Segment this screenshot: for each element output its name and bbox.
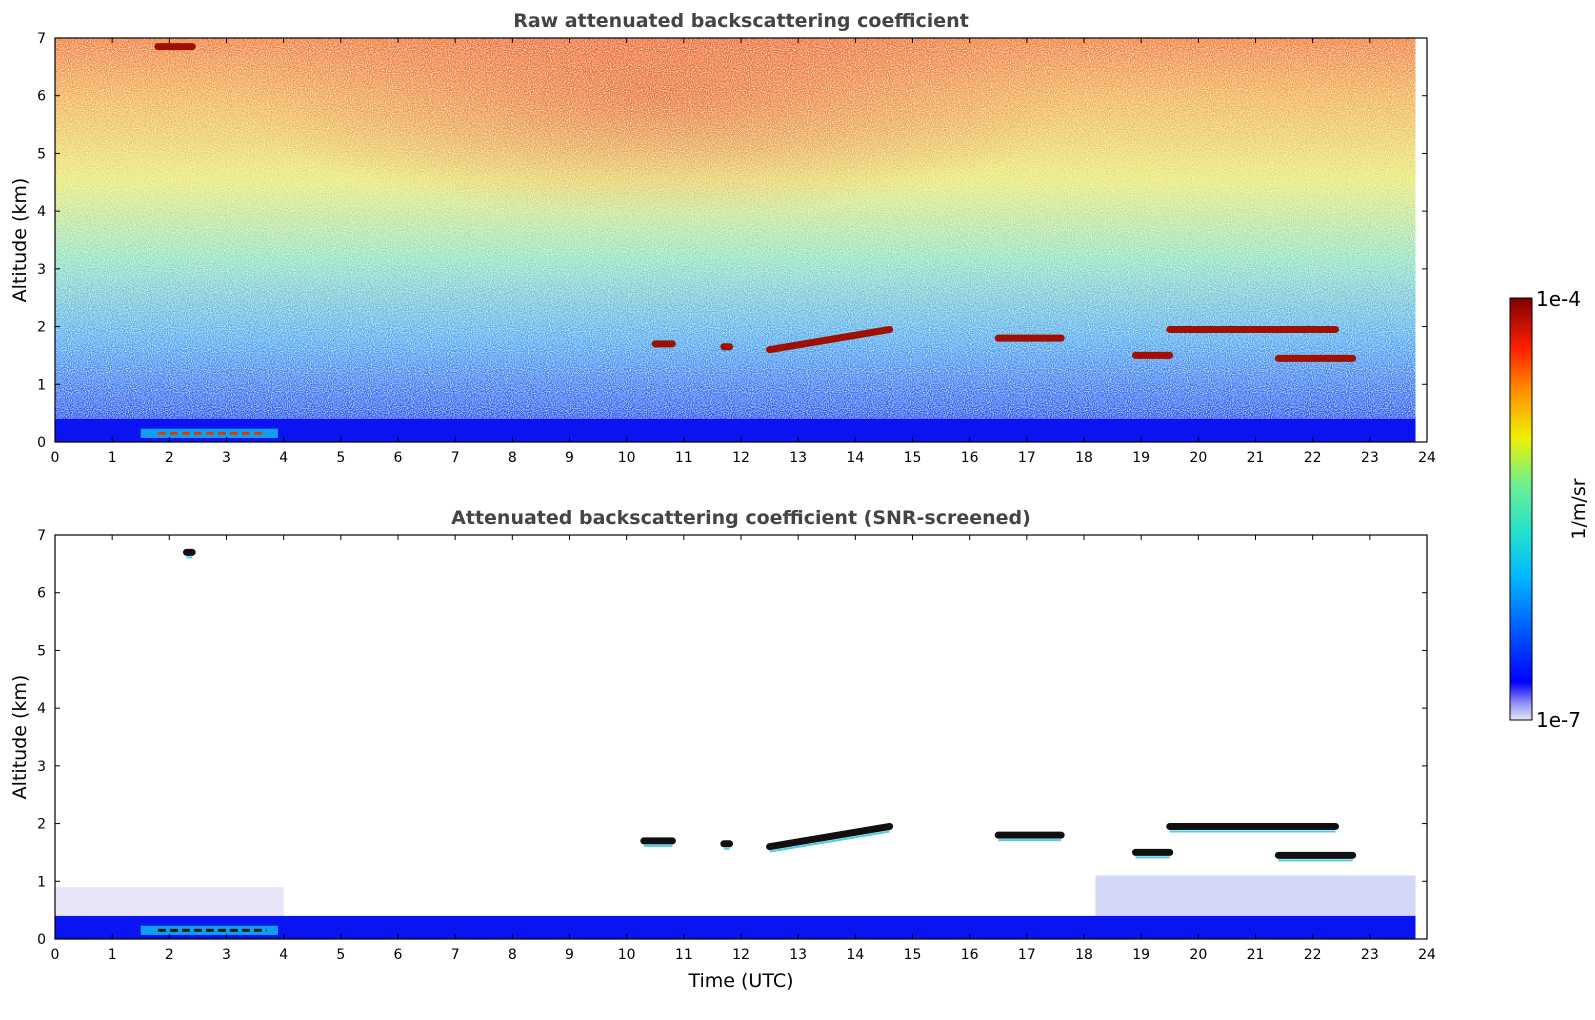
cloud-layer	[766, 822, 894, 851]
y-tick-label: 7	[37, 31, 46, 47]
y-tick-label: 6	[37, 89, 46, 105]
x-tick-label: 3	[222, 450, 231, 466]
haze-layer	[1095, 875, 1416, 916]
x-tick-label: 18	[1075, 947, 1093, 963]
colorbar-max-label: 1e-4	[1536, 287, 1581, 311]
surface-layer	[55, 915, 1416, 939]
x-tick-label: 16	[961, 450, 979, 466]
y-tick-label: 0	[37, 435, 46, 451]
panel-snr-screened: 0 1 2 3 4 5 6 7 8 9 10 11 12 13 14 15 16 17 18 19 20 21 22 23 24…	[9, 507, 1436, 992]
x-tick-label: 14	[846, 947, 864, 963]
plot-area	[55, 38, 1416, 442]
x-tick-label: 19	[1132, 947, 1150, 963]
x-tick-label: 13	[789, 947, 807, 963]
x-tick-label: 20	[1189, 450, 1207, 466]
chart-title: Raw attenuated backscattering coefficien…	[513, 10, 969, 32]
y-tick-label: 4	[37, 701, 46, 717]
x-tick-label: 21	[1247, 450, 1265, 466]
x-tick-label: 7	[451, 947, 460, 963]
y-tick-label: 5	[37, 146, 46, 162]
x-tick-label: 10	[618, 947, 636, 963]
x-tick-label: 4	[279, 947, 288, 963]
x-tick-label: 24	[1418, 450, 1436, 466]
x-tick-label: 11	[675, 450, 693, 466]
x-tick-label: 10	[618, 450, 636, 466]
y-axis-label: Altitude (km)	[9, 178, 31, 303]
y-tick-label: 3	[37, 262, 46, 278]
y-tick-label: 1	[37, 377, 46, 393]
y-axis-label: Altitude (km)	[9, 675, 31, 800]
x-tick-label: 7	[451, 450, 460, 466]
x-tick-label: 17	[1018, 947, 1036, 963]
x-tick-label: 0	[51, 450, 60, 466]
y-tick-label: 0	[37, 932, 46, 948]
colorbar-min-label: 1e-7	[1536, 708, 1581, 732]
y-tick-label: 5	[37, 643, 46, 659]
x-tick-label: 9	[565, 947, 574, 963]
x-tick-label: 14	[846, 450, 864, 466]
colorbar-label: 1/m/sr	[1568, 478, 1590, 539]
colorbar: 1e-4 1e-7 1/m/sr	[1509, 287, 1590, 732]
chart-title: Attenuated backscattering coefficient (S…	[451, 507, 1031, 529]
x-tick-label: 1	[108, 947, 117, 963]
x-tick-label: 5	[336, 450, 345, 466]
y-axis: 0 1 2 3 4 5 6 7	[37, 31, 1427, 451]
x-tick-label: 18	[1075, 450, 1093, 466]
x-tick-label: 23	[1361, 450, 1379, 466]
haze-layer	[55, 887, 284, 916]
x-tick-label: 2	[165, 450, 174, 466]
y-tick-label: 2	[37, 320, 46, 336]
cloud-edge	[769, 830, 890, 853]
x-tick-label: 12	[732, 450, 750, 466]
x-tick-label: 16	[961, 947, 979, 963]
x-tick-label: 22	[1304, 450, 1322, 466]
y-tick-label: 7	[37, 528, 46, 544]
x-tick-label: 21	[1247, 947, 1265, 963]
y-tick-label: 3	[37, 759, 46, 775]
x-axis: 0 1 2 3 4 5 6 7 8 9 10 11 12 13 14 15 16 17 18 19 20 21 22 23 24	[51, 38, 1436, 466]
x-tick-label: 11	[675, 947, 693, 963]
x-tick-label: 13	[789, 450, 807, 466]
x-tick-label: 8	[508, 947, 517, 963]
x-tick-label: 6	[394, 450, 403, 466]
cloud-layer	[766, 325, 894, 354]
x-tick-label: 2	[165, 947, 174, 963]
x-axis-label: Time (UTC)	[687, 970, 793, 992]
x-tick-label: 0	[51, 947, 60, 963]
x-tick-label: 1	[108, 450, 117, 466]
x-tick-label: 5	[336, 947, 345, 963]
x-tick-label: 22	[1304, 947, 1322, 963]
x-tick-label: 24	[1418, 947, 1436, 963]
noise-speckle	[55, 38, 1416, 442]
x-tick-label: 6	[394, 947, 403, 963]
x-tick-label: 8	[508, 450, 517, 466]
x-tick-label: 15	[904, 947, 922, 963]
y-tick-label: 1	[37, 874, 46, 890]
x-tick-label: 19	[1132, 450, 1150, 466]
x-tick-label: 3	[222, 947, 231, 963]
y-tick-label: 2	[37, 817, 46, 833]
panel-raw: 0 1 2 3 4 5 6 7 8 9 10 11 12 13 14 15 16 17 18 19 20 21 22 23 24…	[9, 10, 1436, 466]
surface-layer	[55, 418, 1416, 442]
x-tick-label: 12	[732, 947, 750, 963]
x-tick-label: 15	[904, 450, 922, 466]
x-tick-label: 23	[1361, 947, 1379, 963]
x-tick-label: 17	[1018, 450, 1036, 466]
colorbar-scale	[1509, 297, 1533, 721]
y-tick-label: 4	[37, 204, 46, 220]
x-tick-label: 9	[565, 450, 574, 466]
y-axis: 0 1 2 3 4 5 6 7	[37, 528, 1427, 948]
plot-area	[55, 548, 1416, 939]
x-tick-label: 4	[279, 450, 288, 466]
y-tick-label: 6	[37, 586, 46, 602]
x-axis: 0 1 2 3 4 5 6 7 8 9 10 11 12 13 14 15 16 17 18 19 20 21 22 23 24	[51, 535, 1436, 963]
x-tick-label: 20	[1189, 947, 1207, 963]
